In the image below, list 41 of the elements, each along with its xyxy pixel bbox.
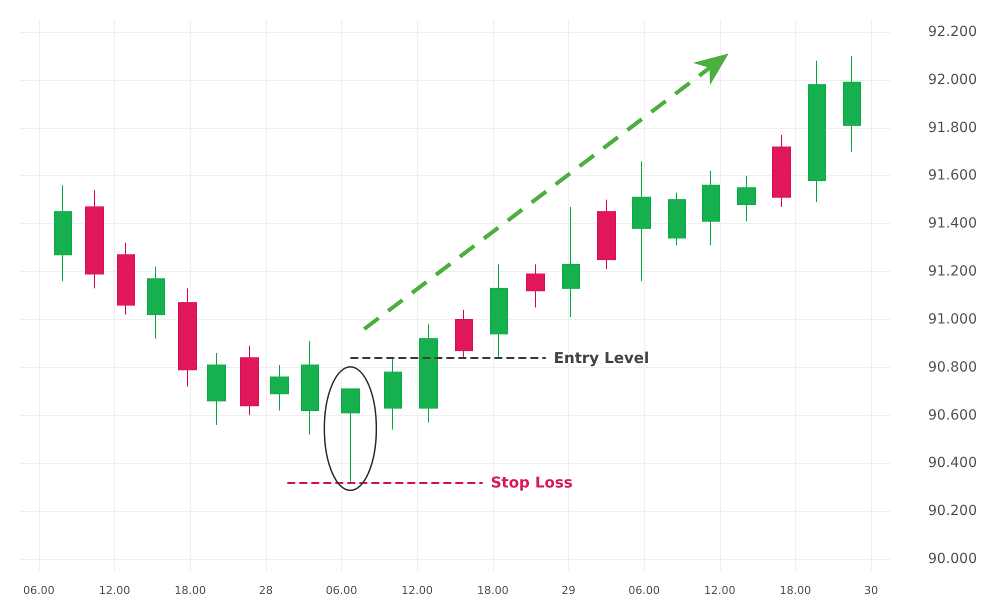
y-tick-label: 91.400 <box>928 216 977 232</box>
y-tick-label: 90.600 <box>928 407 977 424</box>
y-tick-label: 90.200 <box>928 503 977 520</box>
x-tick-label: 30 <box>864 584 878 597</box>
x-tick-label: 06.00 <box>628 584 660 597</box>
y-tick-label: 90.000 <box>928 551 977 568</box>
candlestick <box>562 206 580 318</box>
x-tick-label: 06.00 <box>326 584 358 597</box>
candlestick <box>490 264 508 358</box>
candlestick <box>808 60 826 203</box>
y-tick-label: 91.800 <box>928 120 977 136</box>
candlestick <box>419 324 438 423</box>
candlestick <box>702 170 720 246</box>
y-tick-label: 91.600 <box>928 168 977 184</box>
candlestick <box>384 357 402 430</box>
candlestick <box>597 199 616 270</box>
candlestick <box>772 134 791 208</box>
x-tick-label: 12.00 <box>704 584 736 597</box>
candlestick <box>632 160 651 282</box>
candlestick <box>455 309 473 358</box>
candlestick <box>843 55 861 152</box>
candlestick <box>668 192 686 246</box>
x-tick-label: 18.00 <box>174 584 206 597</box>
ref-line-label: Entry Level <box>554 348 650 367</box>
x-tick-label: 28 <box>258 584 273 597</box>
y-tick-label: 91.200 <box>928 264 977 280</box>
x-tick-label: 06.00 <box>23 584 55 597</box>
candlestick <box>207 352 226 426</box>
x-tick-label: 29 <box>561 584 576 597</box>
y-tick-label: 91.000 <box>928 311 977 328</box>
y-tick-label: 92.200 <box>928 24 977 40</box>
x-tick-label: 12.00 <box>98 584 130 597</box>
candlestick <box>526 264 545 308</box>
x-tick-label: 18.00 <box>477 584 509 597</box>
x-tick-label: 12.00 <box>401 584 433 597</box>
y-tick-label: 90.800 <box>928 359 977 376</box>
y-tick-label: 92.000 <box>928 72 977 88</box>
x-tick-label: 18.00 <box>780 584 812 597</box>
candlestick <box>737 175 756 222</box>
y-tick-label: 90.400 <box>928 455 977 472</box>
ref-line-label: Stop Loss <box>490 473 573 492</box>
